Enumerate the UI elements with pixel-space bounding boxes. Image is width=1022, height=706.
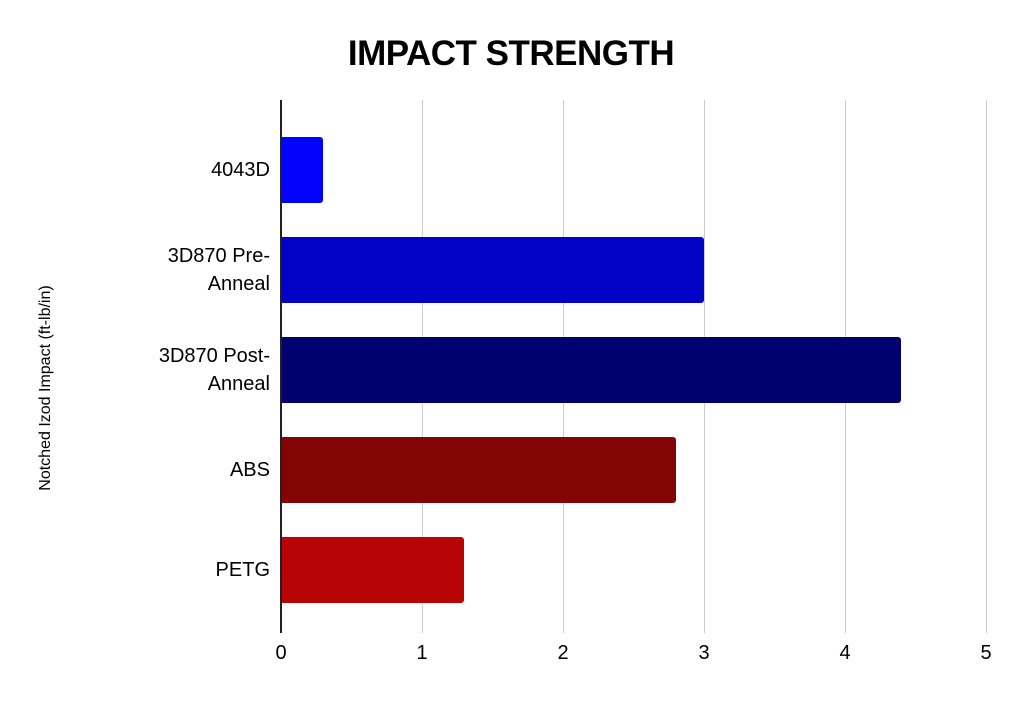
gridline [986, 100, 987, 633]
x-tick-label: 1 [416, 642, 428, 664]
category-label: 3D870 Post-Anneal [158, 345, 270, 395]
x-tick-label: 5 [980, 642, 992, 664]
chart-title: IMPACT STRENGTH [347, 34, 675, 73]
bar-abs [281, 437, 676, 503]
x-tick-label: 2 [557, 642, 569, 664]
bar-petg [281, 537, 465, 603]
baseline-axis [280, 100, 282, 633]
y-axis-title: Notched Izod Impact (ft-lb/in) [37, 285, 54, 491]
x-tick-label: 3 [698, 642, 710, 664]
category-label: ABS [229, 459, 270, 481]
bar-3d870-post-anneal [281, 337, 902, 403]
category-label: PETG [215, 559, 270, 581]
plot-area [280, 100, 987, 633]
category-label: 4043D [211, 159, 270, 181]
bar-4043d [281, 137, 324, 203]
x-tick-label: 0 [275, 642, 287, 664]
category-label: 3D870 Pre-Anneal [167, 245, 270, 295]
x-tick-label: 4 [839, 642, 851, 664]
bar-3d870-pre-anneal [281, 237, 704, 303]
